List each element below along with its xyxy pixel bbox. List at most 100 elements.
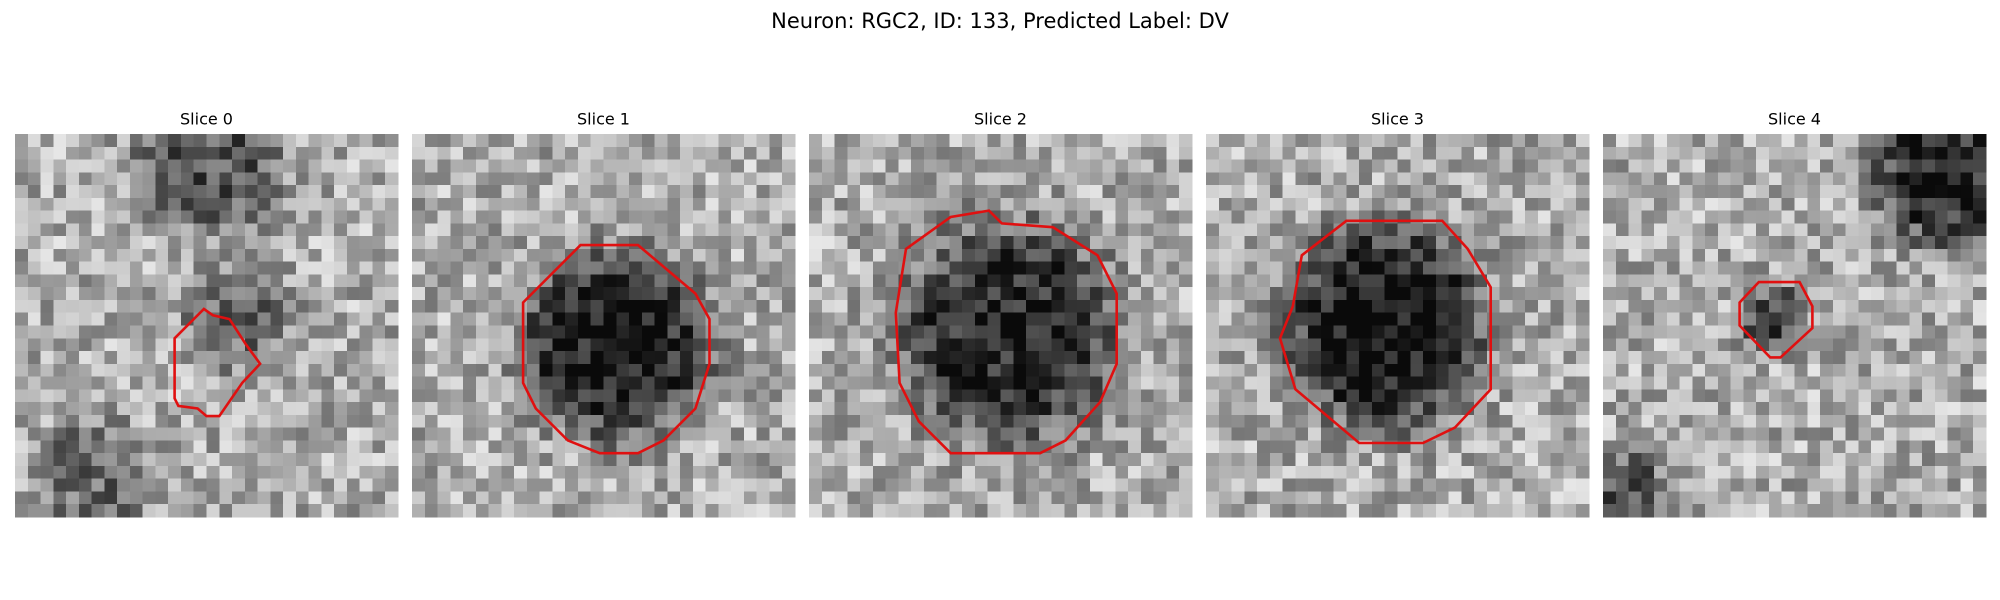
pixel: [1896, 363, 1910, 377]
pixel: [936, 376, 950, 390]
pixel: [692, 440, 707, 454]
pixel: [860, 363, 874, 377]
pixel: [180, 363, 195, 377]
pixel: [1743, 236, 1757, 250]
pixel: [424, 414, 438, 429]
pixel: [308, 172, 322, 186]
pixel: [1461, 465, 1475, 480]
pixel: [834, 376, 848, 390]
pixel: [1153, 210, 1167, 224]
pixel: [129, 504, 144, 518]
pixel: [488, 223, 502, 237]
pixel: [782, 185, 796, 199]
pixel: [1768, 210, 1783, 224]
pixel: [1423, 453, 1437, 467]
pixel: [1858, 197, 1872, 211]
pixel: [962, 287, 976, 301]
pixel: [1448, 210, 1462, 224]
pixel: [1756, 491, 1770, 505]
pixel: [1206, 325, 1220, 339]
pixel: [475, 351, 489, 365]
pixel: [1960, 465, 1974, 480]
pixel: [104, 299, 118, 314]
pixel: [1512, 440, 1526, 454]
pixel: [1140, 325, 1155, 339]
pixel: [1679, 197, 1693, 211]
pixel: [66, 389, 80, 403]
slice-title: Slice 3: [1371, 110, 1424, 129]
pixel: [308, 504, 322, 518]
pixel: [1166, 236, 1180, 250]
pixel: [1743, 210, 1757, 224]
pixel: [911, 312, 925, 326]
pixel: [1550, 402, 1564, 416]
pixel: [232, 478, 246, 492]
pixel: [514, 504, 528, 518]
pixel: [1026, 248, 1040, 263]
pixel: [962, 248, 976, 263]
pixel: [1486, 325, 1501, 339]
pixel: [936, 172, 950, 186]
pixel: [743, 248, 758, 263]
pixel: [1512, 197, 1526, 211]
pixel: [1845, 363, 1859, 377]
pixel: [206, 236, 220, 250]
pixel: [244, 299, 258, 314]
pixel: [244, 504, 258, 518]
pixel: [1550, 427, 1564, 441]
pixel: [501, 478, 515, 492]
pixel: [1435, 351, 1449, 365]
pixel: [1832, 402, 1846, 416]
pixel: [1308, 159, 1322, 173]
pixel: [15, 223, 29, 237]
pixel: [1384, 402, 1398, 416]
pixel: [834, 363, 848, 377]
pixel: [334, 376, 348, 390]
pixel: [1486, 197, 1501, 211]
pixel: [385, 261, 399, 275]
pixel: [1038, 172, 1052, 186]
pixel: [206, 338, 220, 352]
pixel: [1128, 376, 1142, 390]
pixel: [680, 312, 694, 326]
pixel: [1206, 338, 1220, 352]
pixel: [1615, 299, 1629, 314]
pixel: [295, 185, 310, 199]
pixel: [718, 197, 732, 211]
pixel: [168, 299, 182, 314]
pixel: [437, 389, 451, 403]
pixel: [295, 236, 310, 250]
pixel: [577, 376, 592, 390]
pixel: [834, 478, 848, 492]
pixel: [898, 414, 912, 429]
pixel: [1512, 402, 1526, 416]
pixel: [936, 325, 950, 339]
pixel: [1781, 299, 1795, 314]
pixel: [1922, 414, 1936, 429]
pixel: [809, 478, 823, 492]
pixel: [769, 197, 783, 211]
pixel: [1654, 197, 1668, 211]
pixel: [1102, 299, 1116, 314]
pixel: [705, 185, 719, 199]
pixel: [1947, 351, 1961, 365]
pixel: [809, 351, 823, 365]
pixel: [1115, 363, 1129, 377]
pixel: [308, 312, 322, 326]
pixel: [1333, 363, 1347, 377]
pixel: [616, 210, 630, 224]
pixel: [142, 274, 156, 288]
pixel: [1832, 185, 1846, 199]
pixel: [1576, 210, 1590, 224]
pixel: [1410, 134, 1424, 148]
pixel: [142, 236, 156, 250]
pixel: [1794, 274, 1808, 288]
pixel: [1781, 491, 1795, 505]
pixel: [117, 363, 131, 377]
pixel: [1794, 478, 1808, 492]
pixel: [346, 197, 361, 211]
pixel: [1730, 465, 1744, 480]
pixel: [1231, 236, 1245, 250]
pixel: [577, 172, 592, 186]
pixel: [1781, 261, 1795, 275]
